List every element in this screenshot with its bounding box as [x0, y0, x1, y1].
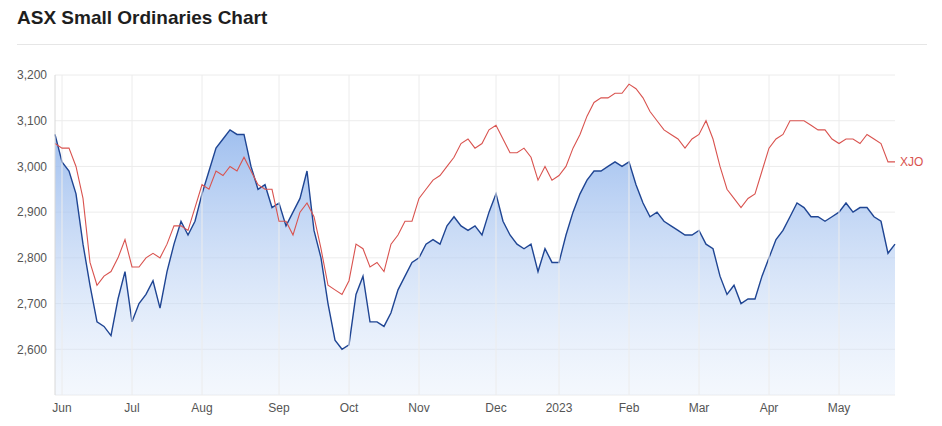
svg-text:Oct: Oct [340, 401, 359, 415]
svg-text:Apr: Apr [760, 401, 779, 415]
svg-text:Jun: Jun [52, 401, 71, 415]
svg-text:3,100: 3,100 [17, 114, 47, 128]
html-text:ASX Small Ordinaries Chart: ASX Small Ordinaries Chart [17, 7, 268, 28]
svg-text:Nov: Nov [408, 401, 429, 415]
svg-text:2,600: 2,600 [17, 343, 47, 357]
svg-text:2,800: 2,800 [17, 251, 47, 265]
svg-text:3,000: 3,000 [17, 160, 47, 174]
svg-text:Mar: Mar [689, 401, 710, 415]
svg-text:Sep: Sep [268, 401, 290, 415]
svg-text:XJO: XJO [900, 155, 923, 169]
svg-text:Feb: Feb [619, 401, 640, 415]
svg-text:Jul: Jul [124, 401, 139, 415]
svg-text:3,200: 3,200 [17, 68, 47, 82]
svg-text:2,700: 2,700 [17, 297, 47, 311]
svg-text:May: May [828, 401, 851, 415]
svg-text:2,900: 2,900 [17, 205, 47, 219]
svg-text:Aug: Aug [191, 401, 212, 415]
svg-text:Dec: Dec [485, 401, 506, 415]
svg-text:2023: 2023 [546, 401, 573, 415]
